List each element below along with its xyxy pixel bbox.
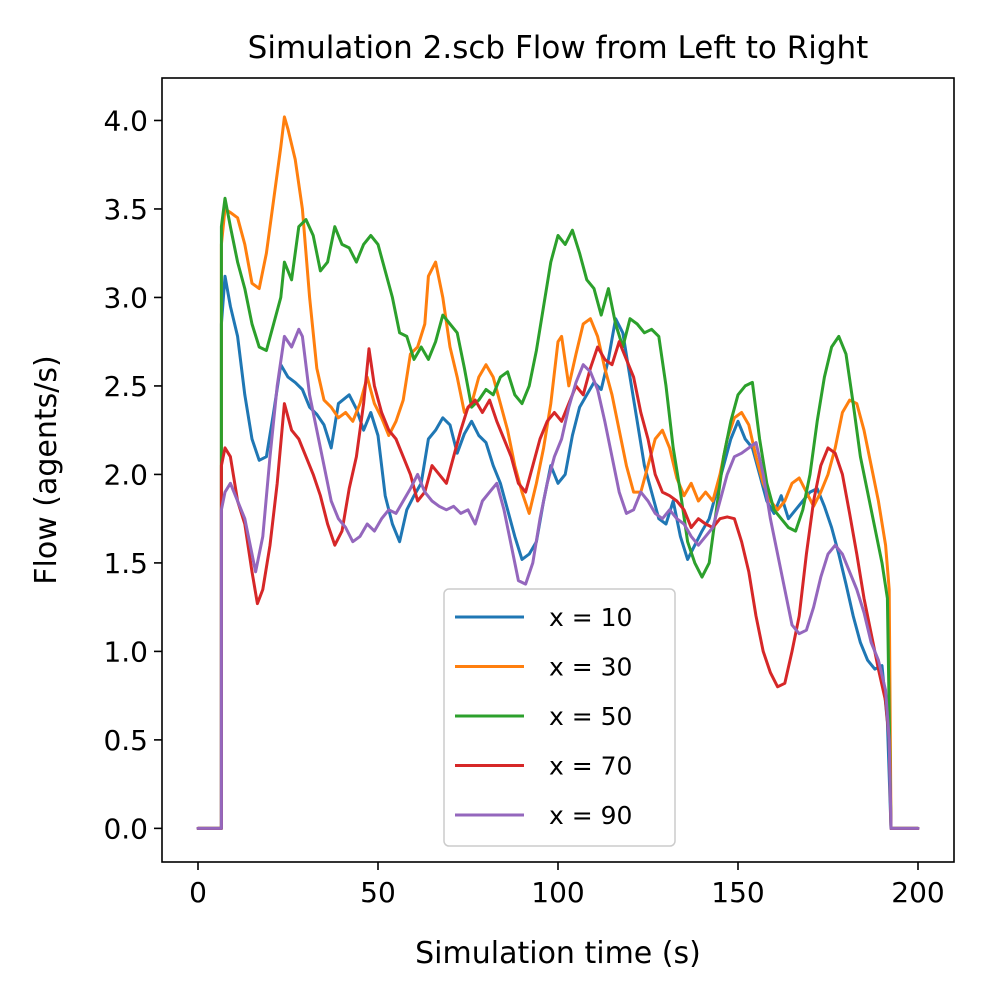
y-axis-label: Flow (agents/s): [29, 355, 64, 584]
chart-title: Simulation 2.scb Flow from Left to Right: [248, 30, 869, 66]
legend-entry-label: x = 10: [549, 603, 632, 632]
legend-entry-label: x = 50: [549, 702, 632, 731]
y-tick-label: 1.0: [103, 635, 148, 668]
y-tick-label: 3.0: [103, 281, 148, 314]
x-tick-label: 100: [531, 876, 584, 909]
legend-entry-label: x = 70: [549, 752, 632, 781]
legend-entry-label: x = 30: [549, 653, 632, 682]
x-tick-label: 0: [189, 876, 207, 909]
x-tick-label: 150: [711, 876, 764, 909]
legend-box: [443, 588, 676, 847]
legend: x = 10 x = 30 x = 50 x = 70 x = 90: [443, 588, 676, 847]
x-tick-label: 50: [360, 876, 396, 909]
y-tick-label: 1.5: [103, 547, 148, 580]
series-lines: [196, 115, 920, 830]
y-tick-label: 4.0: [103, 104, 148, 137]
series-line: [196, 340, 920, 830]
y-tick-label: 0.0: [103, 812, 148, 845]
y-tick-label: 2.0: [103, 458, 148, 491]
x-axis-label: Simulation time (s): [415, 936, 701, 971]
series-line: [196, 115, 920, 830]
y-tick-label: 0.5: [103, 724, 148, 757]
y-axis-ticks: 0.0 0.5 1.0 1.5 2.0 2.5 3.0 3.5 4.0: [103, 104, 162, 845]
x-tick-label: 200: [891, 876, 944, 909]
x-axis-ticks: 0 50 100 150 200: [189, 862, 945, 909]
series-line: [196, 196, 920, 830]
series-line: [196, 274, 920, 830]
y-tick-label: 3.5: [103, 193, 148, 226]
y-tick-label: 2.5: [103, 370, 148, 403]
series-line: [196, 327, 920, 830]
legend-entry-label: x = 90: [549, 801, 632, 830]
